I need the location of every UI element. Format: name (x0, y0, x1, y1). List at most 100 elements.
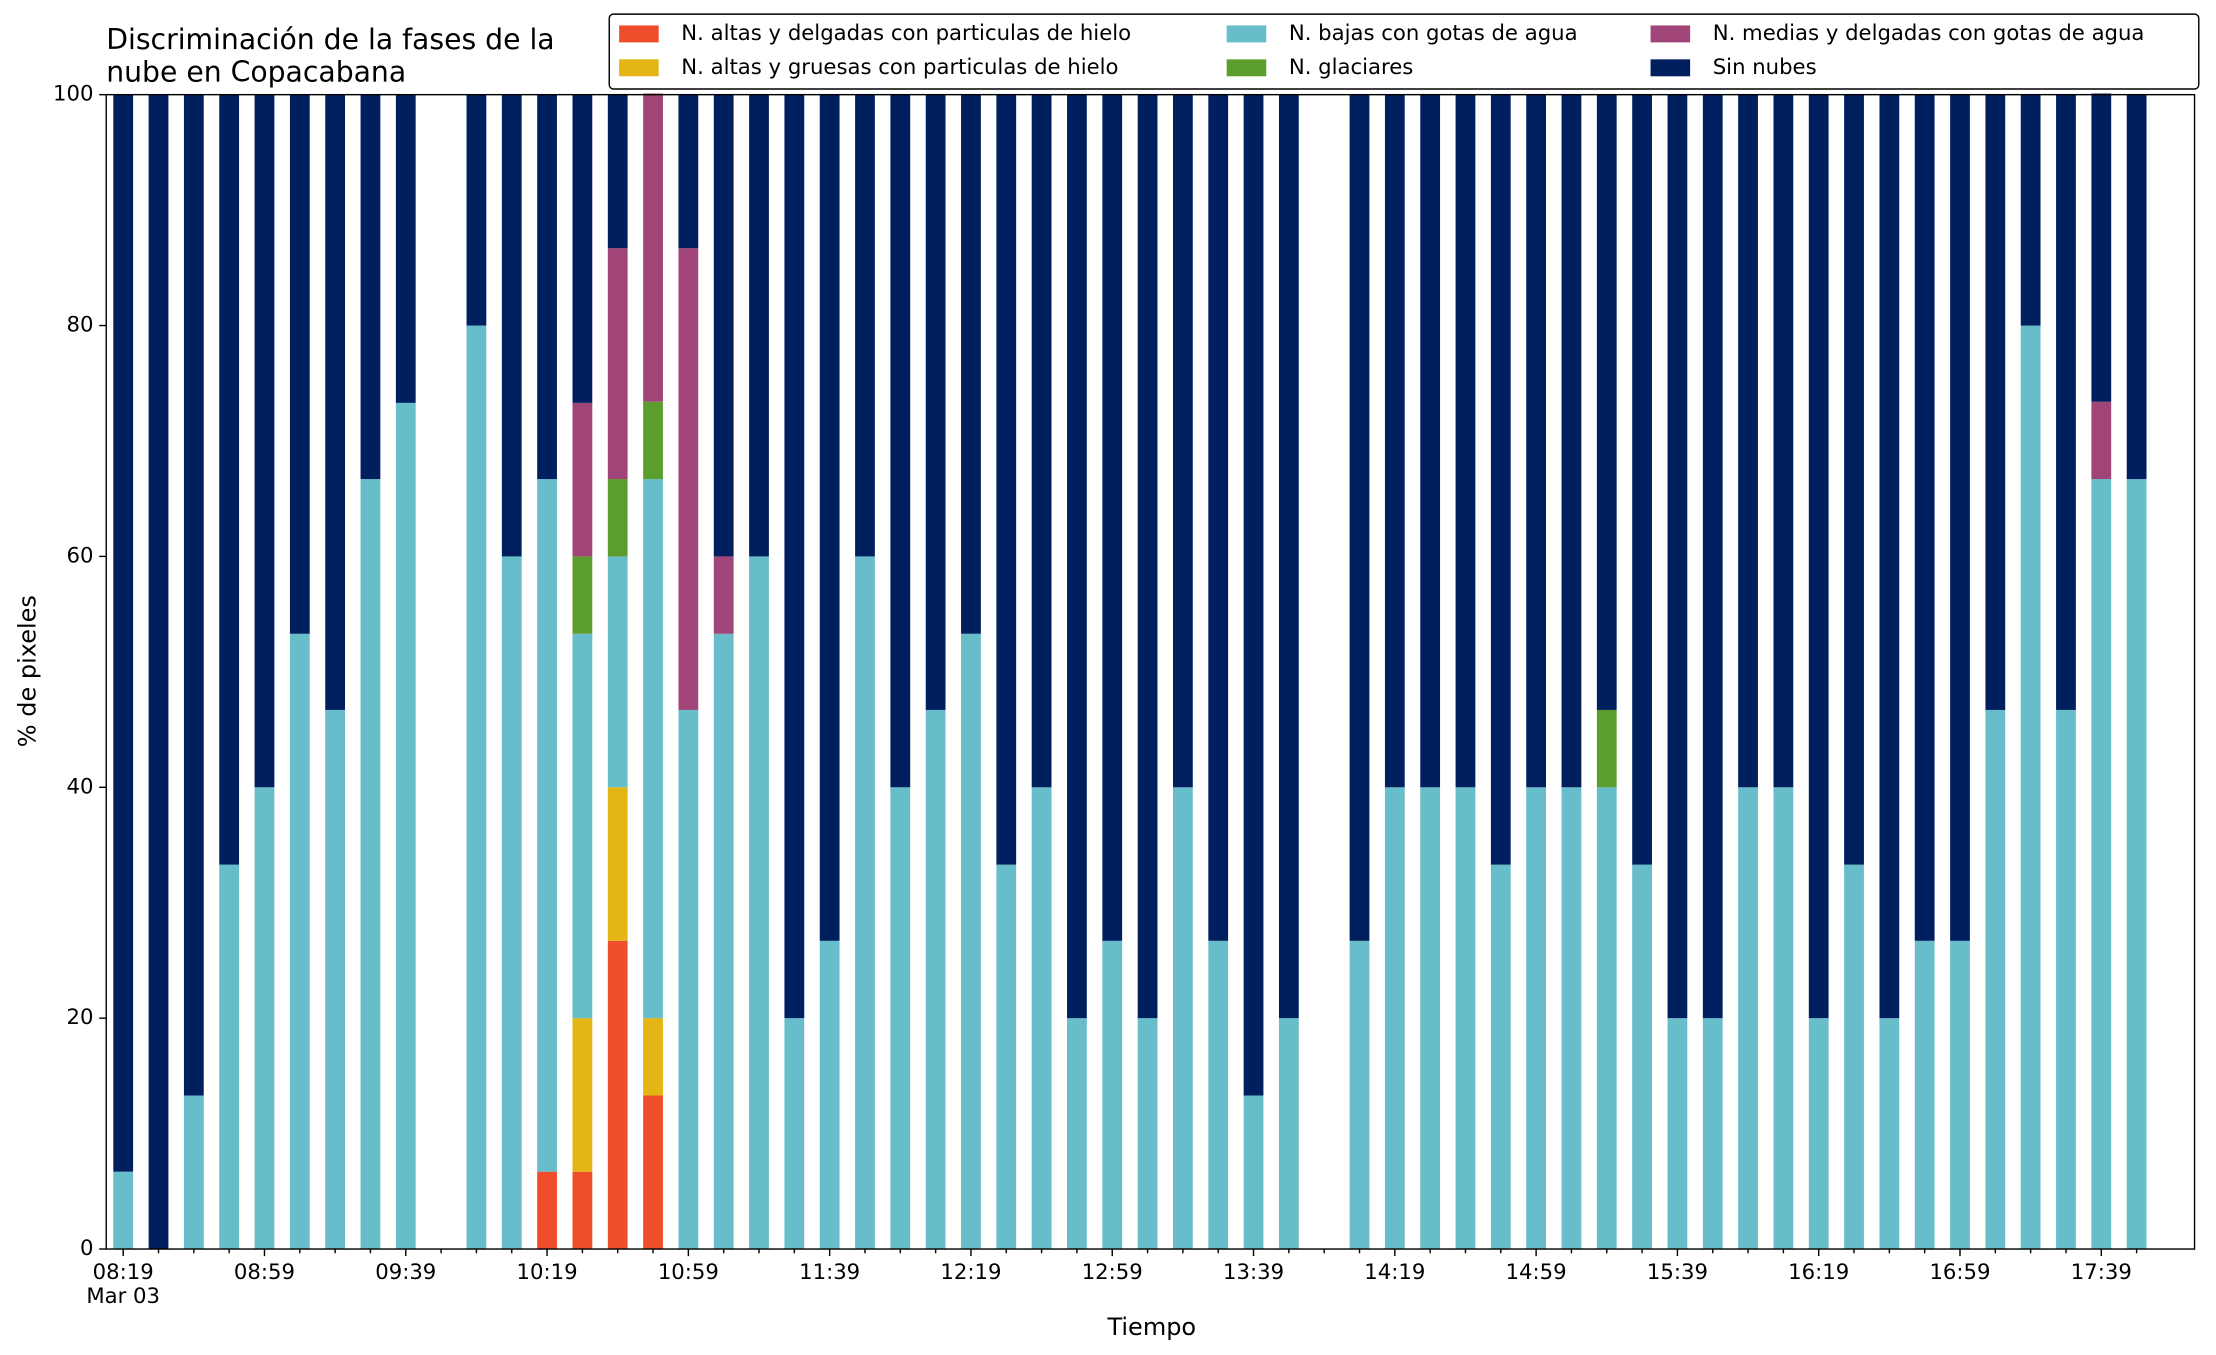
bar-segment (572, 94, 593, 403)
bar-segment (996, 94, 1017, 865)
bar-segment (572, 402, 593, 557)
bar-segment (784, 94, 805, 1019)
x-tick-label: 13:39 (1223, 1259, 1284, 1284)
bar-segment (1067, 94, 1087, 1019)
bar-segment (1208, 940, 1229, 1250)
bar-segment (325, 709, 346, 1250)
legend-swatch (619, 25, 659, 43)
bar-segment (1490, 864, 1511, 1250)
bar-segment (890, 787, 911, 1250)
x-date-label: Mar 03 (86, 1283, 160, 1308)
bar-segment (1738, 787, 1758, 1250)
x-tick-label: 08:19 (93, 1259, 154, 1284)
bar-segment (537, 1171, 557, 1250)
bar-segment (289, 633, 310, 1250)
y-tick-label: 20 (67, 1004, 94, 1029)
bar-segment (2020, 325, 2041, 1250)
bar-segment (1490, 94, 1511, 865)
y-tick-label: 0 (80, 1235, 93, 1260)
y-tick-label: 60 (67, 542, 94, 567)
bar-segment (643, 479, 663, 1019)
legend-label: Sin nubes (1713, 54, 1817, 79)
bar-segment (1808, 1018, 1829, 1250)
bar-segment (1667, 1018, 1688, 1250)
bar-segment (2091, 401, 2112, 480)
bar-segment (1384, 787, 1405, 1250)
bar-segment (607, 94, 628, 249)
bar-segment (254, 787, 275, 1250)
bar-segment (183, 1095, 204, 1250)
bar-segment (1172, 787, 1193, 1250)
bar-segment (1844, 864, 1864, 1250)
bar-segment (1278, 94, 1299, 1019)
bar-segment (607, 940, 628, 1250)
x-tick-label: 16:59 (1929, 1259, 1990, 1284)
bar-segment (855, 94, 875, 557)
bar-segment (1455, 787, 1476, 1250)
chart-title: Discriminación de la fases de la (106, 23, 554, 56)
bar-segment (537, 479, 557, 1172)
bar-segment (643, 1095, 663, 1250)
bar-segment (501, 94, 522, 557)
bar-segment (713, 94, 734, 557)
bar-segment (1349, 94, 1370, 941)
bar-segment (819, 94, 840, 941)
bar-segment (572, 1171, 593, 1250)
bar-segment (1950, 940, 1970, 1250)
bar-segment (643, 93, 663, 402)
bar-segment (890, 94, 911, 788)
y-axis-label: % de pixeles (14, 595, 42, 747)
x-tick-label: 09:39 (375, 1259, 436, 1284)
legend-swatch (1650, 25, 1691, 43)
x-tick-label: 08:59 (234, 1259, 295, 1284)
bar-segment (607, 479, 628, 557)
bar-segment (1738, 94, 1758, 788)
bar-segment (501, 556, 522, 1250)
x-tick-label: 16:19 (1788, 1259, 1849, 1284)
bar-segment (2056, 94, 2076, 710)
bar-segment (1137, 94, 1158, 1019)
bar-segment (1950, 94, 1970, 941)
x-tick-label: 12:59 (1082, 1259, 1143, 1284)
bar-segment (325, 94, 346, 710)
bar-segment (395, 402, 416, 1250)
bar-segment (2091, 93, 2112, 402)
bar-segment (961, 633, 981, 1250)
bar-segment (2091, 479, 2112, 1250)
bar-segment (713, 633, 734, 1250)
bar-segment (749, 556, 769, 1250)
bar-segment (1773, 787, 1794, 1250)
bar-segment (1667, 94, 1688, 1019)
bar-segment (607, 787, 628, 941)
bar-segment (1420, 787, 1441, 1250)
bar-segment (678, 94, 699, 249)
chart-title: nube en Copacabana (106, 55, 406, 88)
bar-segment (1243, 1095, 1264, 1250)
bar-segment (113, 94, 134, 1172)
bar-segment (1596, 709, 1617, 788)
legend-label: N. glaciares (1289, 54, 1413, 79)
bar-segment (1455, 94, 1476, 788)
bar-segment (1526, 94, 1547, 788)
x-tick-label: 14:19 (1364, 1259, 1425, 1284)
bar-segment (925, 709, 946, 1250)
bar-segment (2126, 479, 2147, 1250)
bar-segment (1879, 1018, 1900, 1250)
bar-segment (678, 248, 699, 710)
bar-segment (1278, 1018, 1299, 1250)
bar-segment (1632, 94, 1652, 865)
bar-segment (643, 401, 663, 480)
y-tick-label: 100 (53, 81, 93, 106)
x-tick-label: 10:59 (658, 1259, 719, 1284)
bar-segment (1243, 94, 1264, 1096)
bar-segment (395, 94, 416, 403)
x-tick-label: 11:39 (799, 1259, 860, 1284)
bar-segment (2020, 94, 2041, 326)
bar-segment (2056, 709, 2076, 1250)
y-tick-label: 80 (67, 312, 94, 337)
bar-segment (961, 94, 981, 634)
plot-frame (105, 93, 2196, 1250)
bar-segment (607, 248, 628, 480)
bar-segment (466, 94, 487, 326)
